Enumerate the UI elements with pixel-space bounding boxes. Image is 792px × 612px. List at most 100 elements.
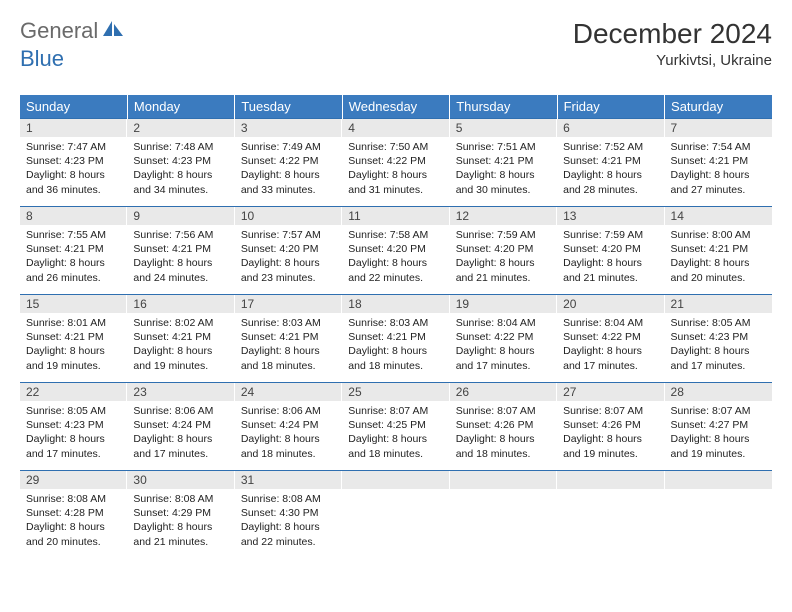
day-d1: Daylight: 8 hours [671,256,766,270]
day-cell [450,471,557,559]
day-cell: 6Sunrise: 7:52 AMSunset: 4:21 PMDaylight… [557,119,664,207]
day-sunrise: Sunrise: 8:07 AM [671,404,766,418]
day-sunset: Sunset: 4:20 PM [348,242,443,256]
day-cell: 10Sunrise: 7:57 AMSunset: 4:20 PMDayligh… [235,207,342,295]
day-d2: and 23 minutes. [241,271,336,285]
day-sunrise: Sunrise: 8:08 AM [133,492,228,506]
day-sunrise: Sunrise: 7:57 AM [241,228,336,242]
logo: General [20,18,128,44]
day-sunset: Sunset: 4:26 PM [563,418,658,432]
day-number: 21 [665,295,772,313]
day-cell: 14Sunrise: 8:00 AMSunset: 4:21 PMDayligh… [665,207,772,295]
day-d1: Daylight: 8 hours [456,256,551,270]
day-body: Sunrise: 7:49 AMSunset: 4:22 PMDaylight:… [235,137,342,203]
day-sunrise: Sunrise: 7:52 AM [563,140,658,154]
day-number: 6 [557,119,664,137]
day-number: 25 [342,383,449,401]
day-d1: Daylight: 8 hours [456,344,551,358]
day-body: Sunrise: 8:07 AMSunset: 4:27 PMDaylight:… [665,401,772,467]
day-d1: Daylight: 8 hours [456,432,551,446]
day-number: 27 [557,383,664,401]
day-d1: Daylight: 8 hours [241,520,336,534]
day-sunrise: Sunrise: 8:04 AM [456,316,551,330]
day-d2: and 17 minutes. [456,359,551,373]
day-cell: 7Sunrise: 7:54 AMSunset: 4:21 PMDaylight… [665,119,772,207]
day-sunset: Sunset: 4:29 PM [133,506,228,520]
day-d1: Daylight: 8 hours [26,432,121,446]
day-number: 1 [20,119,127,137]
day-d2: and 21 minutes. [133,535,228,549]
day-body: Sunrise: 8:03 AMSunset: 4:21 PMDaylight:… [235,313,342,379]
day-body: Sunrise: 8:04 AMSunset: 4:22 PMDaylight:… [450,313,557,379]
day-number: 19 [450,295,557,313]
day-cell: 13Sunrise: 7:59 AMSunset: 4:20 PMDayligh… [557,207,664,295]
day-d2: and 28 minutes. [563,183,658,197]
day-cell: 5Sunrise: 7:51 AMSunset: 4:21 PMDaylight… [450,119,557,207]
day-sunset: Sunset: 4:27 PM [671,418,766,432]
day-d2: and 26 minutes. [26,271,121,285]
day-number: 4 [342,119,449,137]
day-number: 17 [235,295,342,313]
week-row: 29Sunrise: 8:08 AMSunset: 4:28 PMDayligh… [20,471,772,559]
day-sunset: Sunset: 4:20 PM [563,242,658,256]
day-cell [342,471,449,559]
day-sunset: Sunset: 4:21 PM [456,154,551,168]
day-body: Sunrise: 8:02 AMSunset: 4:21 PMDaylight:… [127,313,234,379]
day-number: 29 [20,471,127,489]
day-d1: Daylight: 8 hours [133,256,228,270]
day-number: 5 [450,119,557,137]
day-d1: Daylight: 8 hours [133,344,228,358]
day-sunset: Sunset: 4:23 PM [26,154,121,168]
calendar-table: Sunday Monday Tuesday Wednesday Thursday… [20,95,772,559]
day-sunset: Sunset: 4:21 PM [133,330,228,344]
day-d2: and 34 minutes. [133,183,228,197]
day-d1: Daylight: 8 hours [563,432,658,446]
day-d2: and 22 minutes. [348,271,443,285]
day-sunrise: Sunrise: 8:06 AM [133,404,228,418]
day-d2: and 27 minutes. [671,183,766,197]
day-d2: and 22 minutes. [241,535,336,549]
day-d2: and 33 minutes. [241,183,336,197]
day-body: Sunrise: 8:05 AMSunset: 4:23 PMDaylight:… [20,401,127,467]
day-cell: 31Sunrise: 8:08 AMSunset: 4:30 PMDayligh… [235,471,342,559]
day-d1: Daylight: 8 hours [671,344,766,358]
day-cell: 8Sunrise: 7:55 AMSunset: 4:21 PMDaylight… [20,207,127,295]
day-d1: Daylight: 8 hours [26,256,121,270]
col-wednesday: Wednesday [342,95,449,119]
day-cell: 25Sunrise: 8:07 AMSunset: 4:25 PMDayligh… [342,383,449,471]
day-d1: Daylight: 8 hours [133,520,228,534]
day-number: 30 [127,471,234,489]
day-sunset: Sunset: 4:22 PM [563,330,658,344]
day-cell: 27Sunrise: 8:07 AMSunset: 4:26 PMDayligh… [557,383,664,471]
day-sunset: Sunset: 4:21 PM [671,154,766,168]
day-cell: 28Sunrise: 8:07 AMSunset: 4:27 PMDayligh… [665,383,772,471]
day-cell: 9Sunrise: 7:56 AMSunset: 4:21 PMDaylight… [127,207,234,295]
day-body: Sunrise: 8:08 AMSunset: 4:29 PMDaylight:… [127,489,234,555]
day-body: Sunrise: 8:07 AMSunset: 4:26 PMDaylight:… [450,401,557,467]
day-d2: and 18 minutes. [241,359,336,373]
week-row: 8Sunrise: 7:55 AMSunset: 4:21 PMDaylight… [20,207,772,295]
col-saturday: Saturday [665,95,772,119]
day-d1: Daylight: 8 hours [241,256,336,270]
day-d2: and 18 minutes. [348,359,443,373]
day-d1: Daylight: 8 hours [26,520,121,534]
day-sunrise: Sunrise: 8:08 AM [26,492,121,506]
day-sunset: Sunset: 4:23 PM [133,154,228,168]
day-number: 26 [450,383,557,401]
day-d2: and 21 minutes. [456,271,551,285]
day-d1: Daylight: 8 hours [348,432,443,446]
day-cell: 22Sunrise: 8:05 AMSunset: 4:23 PMDayligh… [20,383,127,471]
day-cell: 15Sunrise: 8:01 AMSunset: 4:21 PMDayligh… [20,295,127,383]
day-d2: and 18 minutes. [348,447,443,461]
day-d2: and 19 minutes. [671,447,766,461]
day-sunrise: Sunrise: 7:48 AM [133,140,228,154]
day-number: 16 [127,295,234,313]
day-sunrise: Sunrise: 8:07 AM [456,404,551,418]
day-d2: and 18 minutes. [456,447,551,461]
day-sunrise: Sunrise: 8:03 AM [241,316,336,330]
day-number: 9 [127,207,234,225]
day-body: Sunrise: 7:58 AMSunset: 4:20 PMDaylight:… [342,225,449,291]
day-sunrise: Sunrise: 8:06 AM [241,404,336,418]
day-sunset: Sunset: 4:20 PM [456,242,551,256]
day-d1: Daylight: 8 hours [563,256,658,270]
